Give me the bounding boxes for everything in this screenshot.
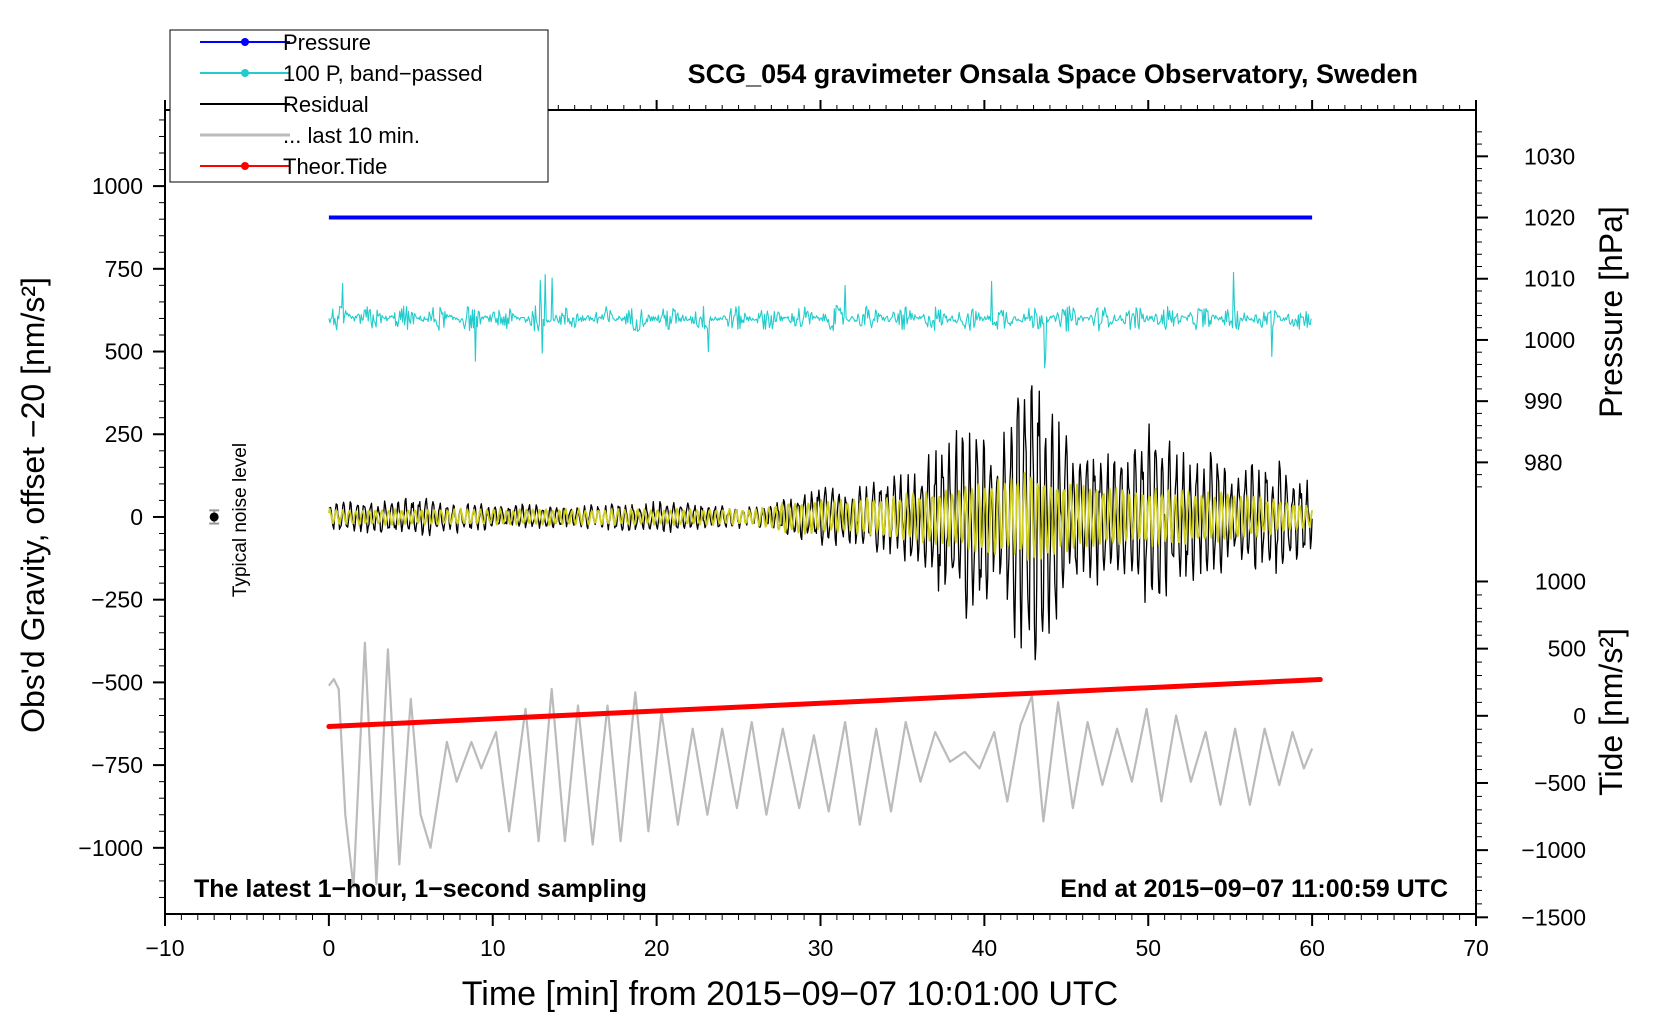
series-residual-filtered	[328, 471, 1313, 561]
x-axis-label: Time [min] from 2015−09−07 10:01:00 UTC	[462, 975, 1118, 1013]
pressure-tick-label: 1000	[1524, 327, 1575, 353]
annotation-bottom-right: End at 2015−09−07 11:00:59 UTC	[1060, 875, 1448, 903]
legend-box	[169, 29, 549, 183]
x-tick-label: 60	[1299, 935, 1325, 961]
y-left-tick-label: −250	[91, 587, 143, 613]
x-tick-label: 50	[1135, 935, 1161, 961]
pressure-tick-label: 1020	[1524, 205, 1575, 231]
series-last-10-min	[328, 641, 1314, 889]
pressure-tick-label: 980	[1524, 449, 1562, 475]
x-tick-label: −10	[145, 935, 184, 961]
y-left-tick-label: −750	[91, 752, 143, 778]
x-tick-label: 20	[644, 935, 670, 961]
legend-marker	[241, 162, 249, 170]
legend-label: Theor.Tide	[283, 154, 387, 179]
tide-axis-label: Tide [nm/s²]	[1593, 628, 1629, 796]
y-axis-label-left: Obs'd Gravity, offset −20 [nm/s²]	[15, 277, 51, 733]
x-tick-label: 30	[808, 935, 834, 961]
x-tick-label: 0	[322, 935, 335, 961]
legend-label: Pressure	[283, 30, 371, 55]
x-tick-label: 10	[480, 935, 506, 961]
x-tick-label: 70	[1463, 935, 1489, 961]
noise-level-label: Typical noise level	[230, 443, 251, 597]
tide-tick-label: −500	[1534, 770, 1586, 796]
legend-marker	[241, 38, 249, 46]
legend: Pressure 100 P, band−passed Residual ... la…	[169, 29, 549, 183]
chart-title: SCG_054 gravimeter Onsala Space Observat…	[688, 59, 1418, 89]
y-left-tick-label: −1000	[78, 835, 143, 861]
tide-tick-label: 500	[1548, 636, 1586, 662]
tide-tick-label: −1500	[1521, 904, 1586, 930]
pressure-axis-label: Pressure [hPa]	[1593, 206, 1629, 418]
annotation-bottom-left: The latest 1−hour, 1−second sampling	[194, 875, 647, 903]
legend-marker	[241, 69, 249, 77]
y-left-tick-label: 0	[130, 504, 143, 530]
y-left-tick-label: 1000	[92, 173, 143, 199]
y-left-tick-label: −500	[91, 669, 143, 695]
tide-tick-label: 0	[1573, 703, 1586, 729]
tide-tick-label: −1000	[1521, 837, 1586, 863]
pressure-tick-label: 1010	[1524, 266, 1575, 292]
x-tick-label: 40	[972, 935, 998, 961]
y-left-tick-label: 250	[105, 421, 143, 447]
pressure-tick-label: 990	[1524, 388, 1562, 414]
legend-label: Residual	[283, 92, 369, 117]
pressure-tick-label: 1030	[1524, 143, 1575, 169]
legend-label: 100 P, band−passed	[283, 61, 483, 86]
y-left-tick-label: 500	[105, 339, 143, 365]
series-band-passed	[328, 271, 1312, 369]
y-left-tick-label: 750	[105, 256, 143, 282]
tide-tick-label: 1000	[1535, 568, 1586, 594]
series-theor-tide	[326, 677, 1323, 730]
noise-point	[209, 512, 219, 522]
legend-label: ... last 10 min.	[283, 123, 420, 148]
